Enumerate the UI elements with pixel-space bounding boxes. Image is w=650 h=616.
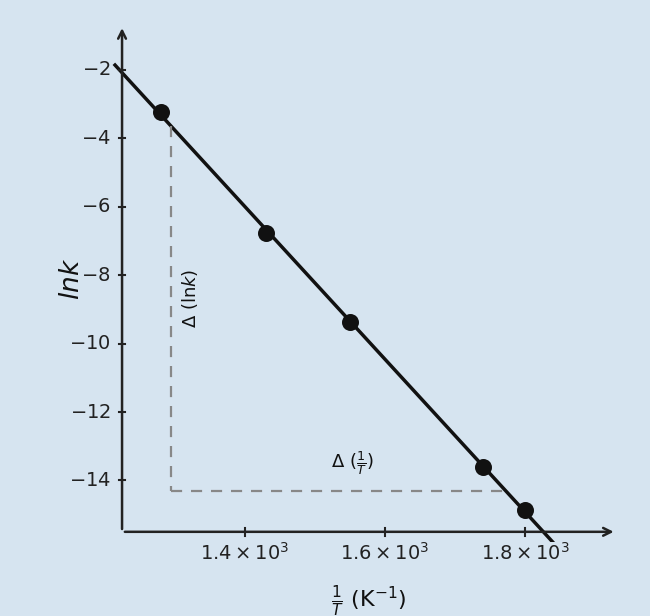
- Text: $1.6 \times 10^3$: $1.6 \times 10^3$: [341, 542, 430, 564]
- Text: $\Delta$ (ln$k$): $\Delta$ (ln$k$): [179, 269, 200, 328]
- Point: [520, 505, 530, 515]
- Text: $\Delta$ ($\frac{1}{T}$): $\Delta$ ($\frac{1}{T}$): [331, 449, 374, 477]
- Text: $1.4 \times 10^3$: $1.4 \times 10^3$: [200, 542, 289, 564]
- Text: $-10$: $-10$: [69, 334, 110, 353]
- Text: $-2$: $-2$: [82, 60, 111, 79]
- Text: $-4$: $-4$: [81, 129, 110, 148]
- Point: [344, 317, 355, 326]
- Text: $-14$: $-14$: [69, 471, 110, 490]
- Text: $1.8 \times 10^3$: $1.8 \times 10^3$: [481, 542, 570, 564]
- Text: $\frac{1}{T}$ (K$^{-1}$): $\frac{1}{T}$ (K$^{-1}$): [332, 583, 407, 616]
- Point: [261, 228, 271, 238]
- Point: [478, 463, 488, 472]
- Text: ln$k$: ln$k$: [58, 257, 84, 299]
- Text: $-8$: $-8$: [81, 265, 110, 285]
- Point: [155, 107, 166, 117]
- Text: $-6$: $-6$: [81, 197, 110, 216]
- Text: $-12$: $-12$: [70, 402, 110, 421]
